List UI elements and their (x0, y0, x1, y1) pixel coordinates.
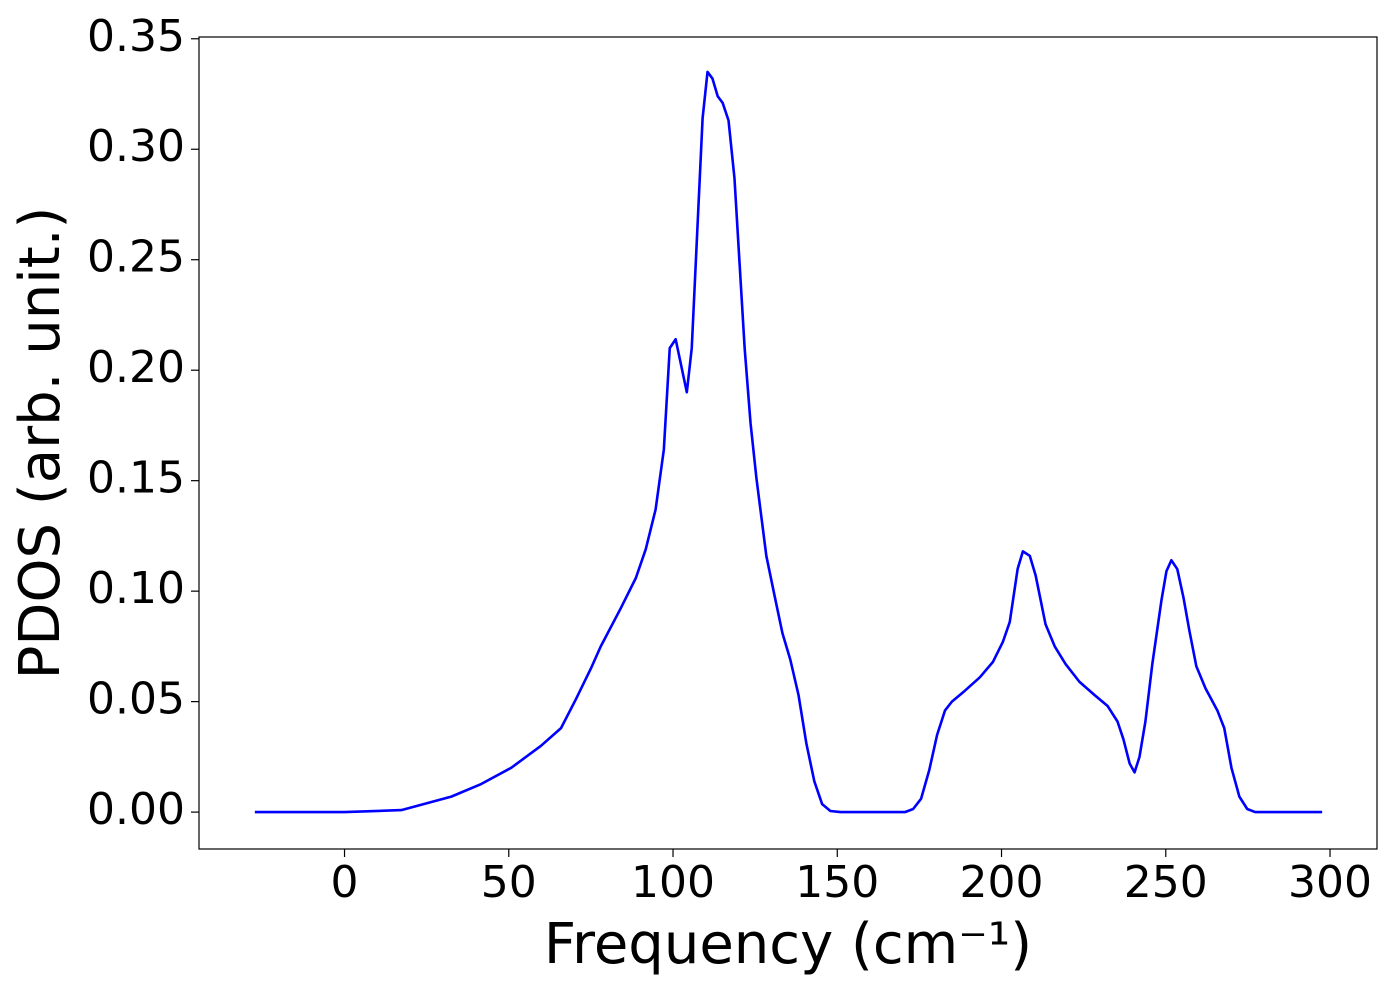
x-tick-label: 0 (331, 857, 359, 908)
x-tick-label: 150 (795, 857, 879, 908)
y-tick-label: 0.35 (87, 11, 185, 62)
y-tick-label: 0.20 (87, 342, 185, 393)
y-tick-label: 0.05 (87, 674, 185, 725)
y-tick-label: 0.25 (87, 232, 185, 283)
x-tick-label: 50 (481, 857, 537, 908)
x-tick-label: 250 (1124, 857, 1208, 908)
x-axis-label: Frequency (cm⁻¹) (544, 912, 1032, 977)
y-tick-label: 0.10 (87, 563, 185, 614)
x-tick-label: 300 (1288, 857, 1372, 908)
data-line (254, 70, 1323, 814)
x-tick-label: 100 (631, 857, 715, 908)
y-tick-label: 0.15 (87, 453, 185, 504)
x-tick-label: 200 (960, 857, 1044, 908)
y-tick-label: 0.30 (87, 121, 185, 172)
y-axis-label: PDOS (arb. unit.) (8, 207, 73, 680)
y-tick-label: 0.00 (87, 784, 185, 835)
plot-frame (198, 36, 1378, 850)
